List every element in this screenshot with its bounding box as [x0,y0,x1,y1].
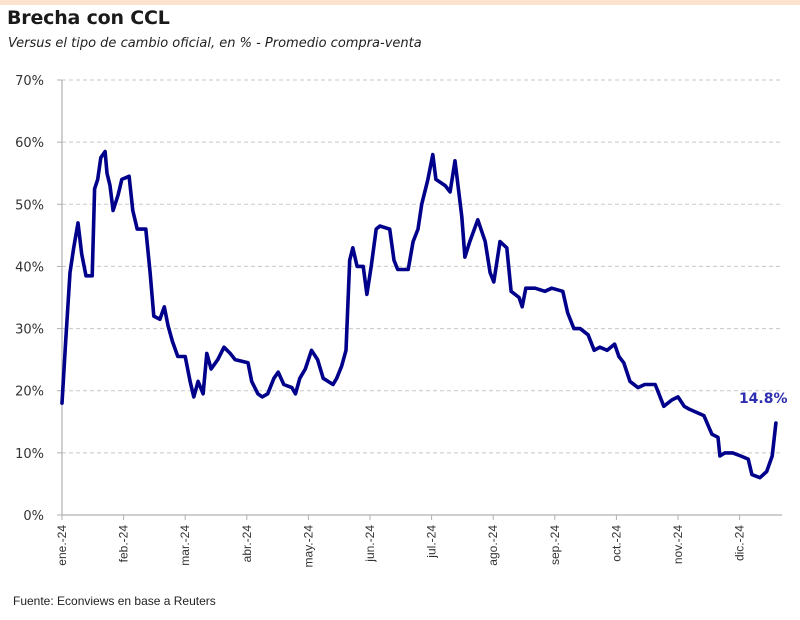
series-layer [60,149,778,480]
y-tick-label: 60% [15,136,44,151]
chart-subtitle: Versus el tipo de cambio oficial, en % -… [8,36,422,51]
source-note: Fuente: Econviews en base a Reuters [13,594,216,608]
y-tick-label: 20% [15,385,44,400]
x-tick-label: abr.-24 [240,525,254,563]
x-axis: ene.-24 feb.-24 mar.-24 abr.-24 may.-24 jun.-… [55,514,782,568]
y-tick-label: 40% [15,260,44,275]
x-tick-label: oct.-24 [609,525,623,562]
series-line [60,149,778,480]
x-tick-label: dic.-24 [733,525,747,561]
y-tick-label: 0% [23,509,44,524]
x-tick-label: may.-24 [301,525,315,568]
y-tick-label: 10% [15,447,44,462]
x-tick-label: ago.-24 [486,525,500,566]
x-tick-label: feb.-24 [117,525,131,563]
x-tick-label: mar.-24 [178,525,192,566]
x-tick-label: jul.-24 [425,525,439,559]
y-tick-label: 50% [15,198,44,213]
x-tick-label: ene.-24 [55,525,69,566]
annotations: 14.8% [739,391,788,407]
gridlines [62,79,782,454]
y-axis: 0% 10% 20% 30% 40% 50% 60% 70% [15,74,63,524]
x-tick-label: sep.-24 [548,525,562,565]
y-tick-label: 30% [15,323,44,338]
x-tick-label: nov.-24 [671,525,685,564]
y-tick-label: 70% [15,74,44,89]
last-value-label: 14.8% [739,391,788,407]
x-tick-label: jun.-24 [363,525,377,563]
top-band [0,0,800,5]
chart-title: Brecha con CCL [7,7,170,29]
